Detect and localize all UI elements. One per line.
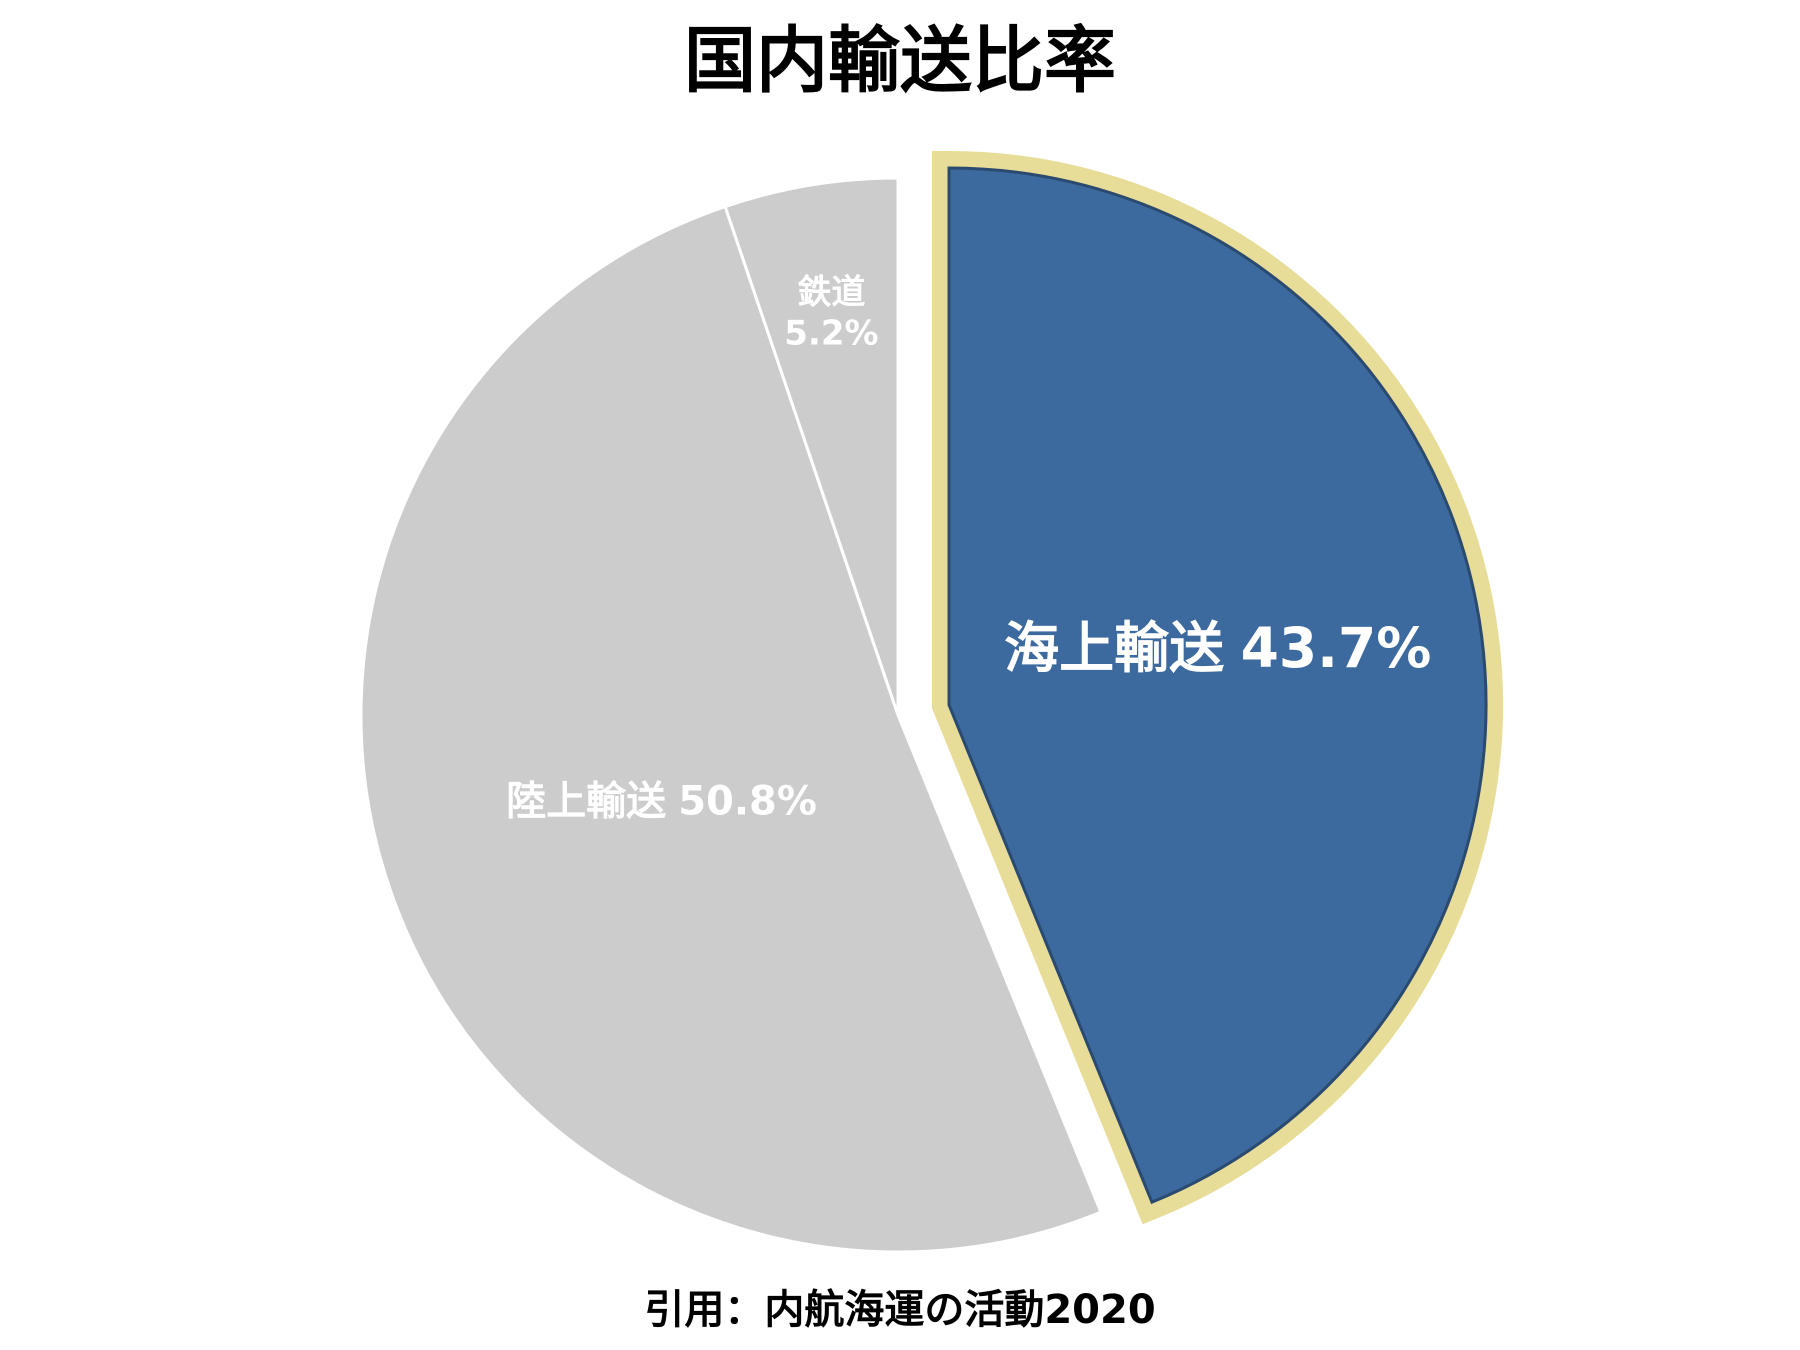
slice-label: 陸上輸送 50.8% — [506, 778, 817, 824]
category-label: 陸上輸送 — [506, 778, 666, 824]
source-note: 引用：内航海運の活動2020 — [644, 1287, 1155, 1333]
pie-slice — [947, 166, 1488, 1205]
chart-title: 国内輸送比率 — [684, 19, 1116, 103]
category-label: 鉄道 — [797, 272, 865, 312]
slice-label: 海上輸送 43.7% — [1004, 616, 1431, 680]
category-label: 海上輸送 — [1004, 616, 1224, 680]
value-label: 50.8% — [678, 778, 817, 824]
value-label: 5.2% — [784, 313, 878, 353]
pie-slice — [359, 204, 1103, 1254]
pie-slice — [723, 176, 900, 716]
slice-label: 鉄道 5.2% — [784, 272, 878, 353]
value-label: 43.7% — [1241, 616, 1432, 680]
